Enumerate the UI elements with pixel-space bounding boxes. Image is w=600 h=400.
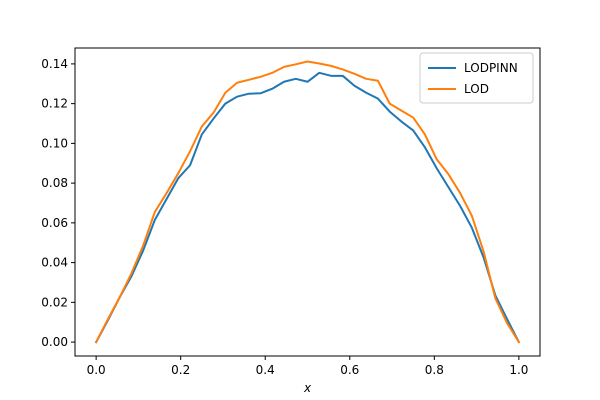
y-axis: 0.00 0.02 0.04 0.06 0.08 0.10 0.12 0.14 — [41, 57, 75, 349]
y-tick-label: 0.00 — [41, 335, 68, 349]
legend-box — [419, 52, 534, 104]
x-tick-label: 0.2 — [171, 363, 190, 377]
legend-label: LOD — [464, 82, 489, 96]
y-tick-label: 0.04 — [41, 256, 68, 270]
x-tick-label: 0.8 — [425, 363, 444, 377]
legend: LODPINN LOD — [419, 52, 534, 104]
series-line-lodpinn — [94, 71, 521, 344]
legend-label: LODPINN — [464, 61, 518, 75]
x-axis-label: x — [303, 381, 312, 395]
y-tick-label: 0.12 — [41, 97, 68, 111]
y-tick-label: 0.06 — [41, 216, 68, 230]
x-axis: 0.0 0.2 0.4 0.6 0.8 1.0 — [87, 356, 528, 377]
y-tick-label: 0.02 — [41, 295, 68, 309]
series-layer — [94, 60, 521, 344]
plot-frame — [74, 47, 541, 357]
series-line-lod — [94, 60, 521, 344]
y-tick-label: 0.08 — [41, 176, 68, 190]
x-tick-label: 0.4 — [256, 363, 275, 377]
x-tick-label: 0.6 — [340, 363, 359, 377]
x-tick-label: 0.0 — [87, 363, 106, 377]
y-tick-label: 0.10 — [41, 136, 68, 150]
y-tick-label: 0.14 — [41, 57, 68, 71]
x-tick-label: 1.0 — [509, 363, 528, 377]
